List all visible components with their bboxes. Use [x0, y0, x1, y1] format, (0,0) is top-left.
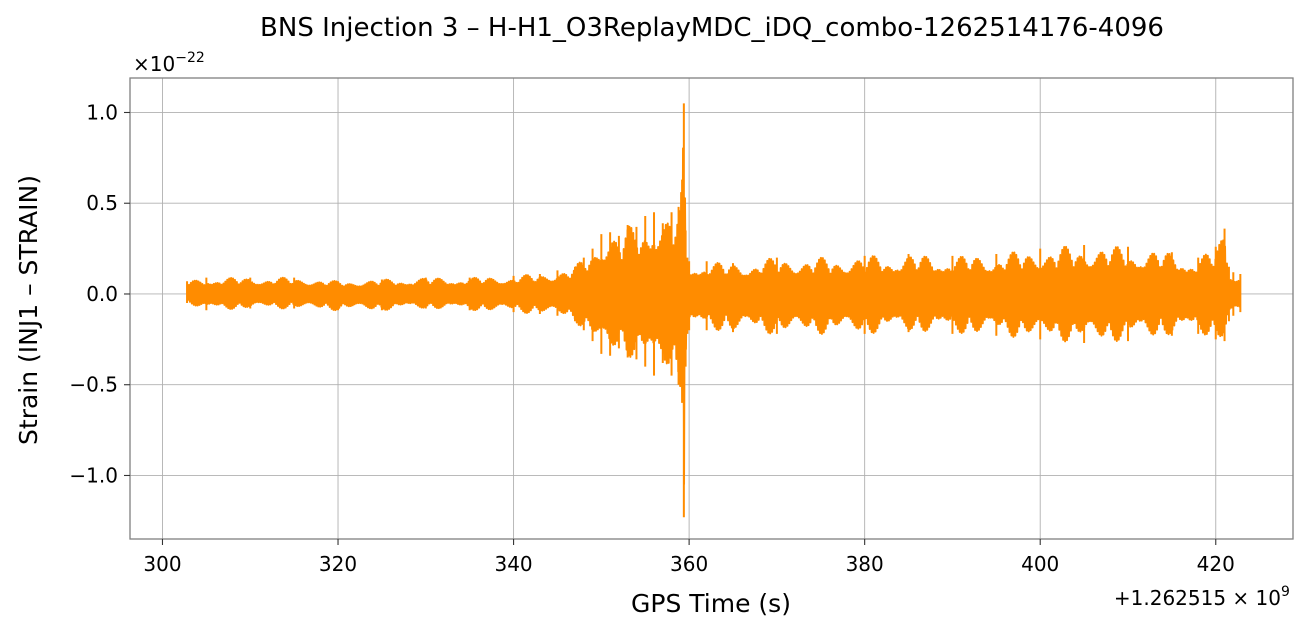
- x-axis-label: GPS Time (s): [631, 589, 791, 618]
- y-axis-label: Strain (INJ1 – STRAIN): [14, 175, 43, 445]
- series-line: [186, 103, 1242, 518]
- y-tick-label: 0.0: [86, 282, 118, 306]
- x-tick-label: 320: [319, 552, 357, 576]
- y-scale-exponent: −22: [175, 50, 205, 66]
- x-offset-label: +1.262515 × 10: [1114, 586, 1281, 610]
- y-scale-base: ×10: [133, 52, 175, 76]
- y-tick-label: −0.5: [69, 373, 118, 397]
- x-axis: 300 320 340 360 380 400 420: [143, 539, 1235, 576]
- y-tick-label: −1.0: [69, 463, 118, 487]
- chart-title: BNS Injection 3 – H-H1_O3ReplayMDC_iDQ_c…: [260, 13, 1164, 43]
- x-tick-label: 360: [670, 552, 708, 576]
- x-offset-exponent: 9: [1281, 584, 1290, 600]
- x-tick-label: 420: [1197, 552, 1235, 576]
- x-tick-label: 380: [846, 552, 884, 576]
- x-tick-label: 340: [494, 552, 532, 576]
- series-layer: [186, 103, 1242, 518]
- y-scale-factor: ×10−22: [133, 50, 205, 76]
- x-tick-label: 300: [143, 552, 181, 576]
- y-tick-label: 1.0: [86, 100, 118, 124]
- y-axis: 1.0 0.5 0.0 −0.5 −1.0: [69, 100, 130, 487]
- x-tick-label: 400: [1021, 552, 1059, 576]
- y-tick-label: 0.5: [86, 191, 118, 215]
- plot-frame: [129, 77, 1294, 540]
